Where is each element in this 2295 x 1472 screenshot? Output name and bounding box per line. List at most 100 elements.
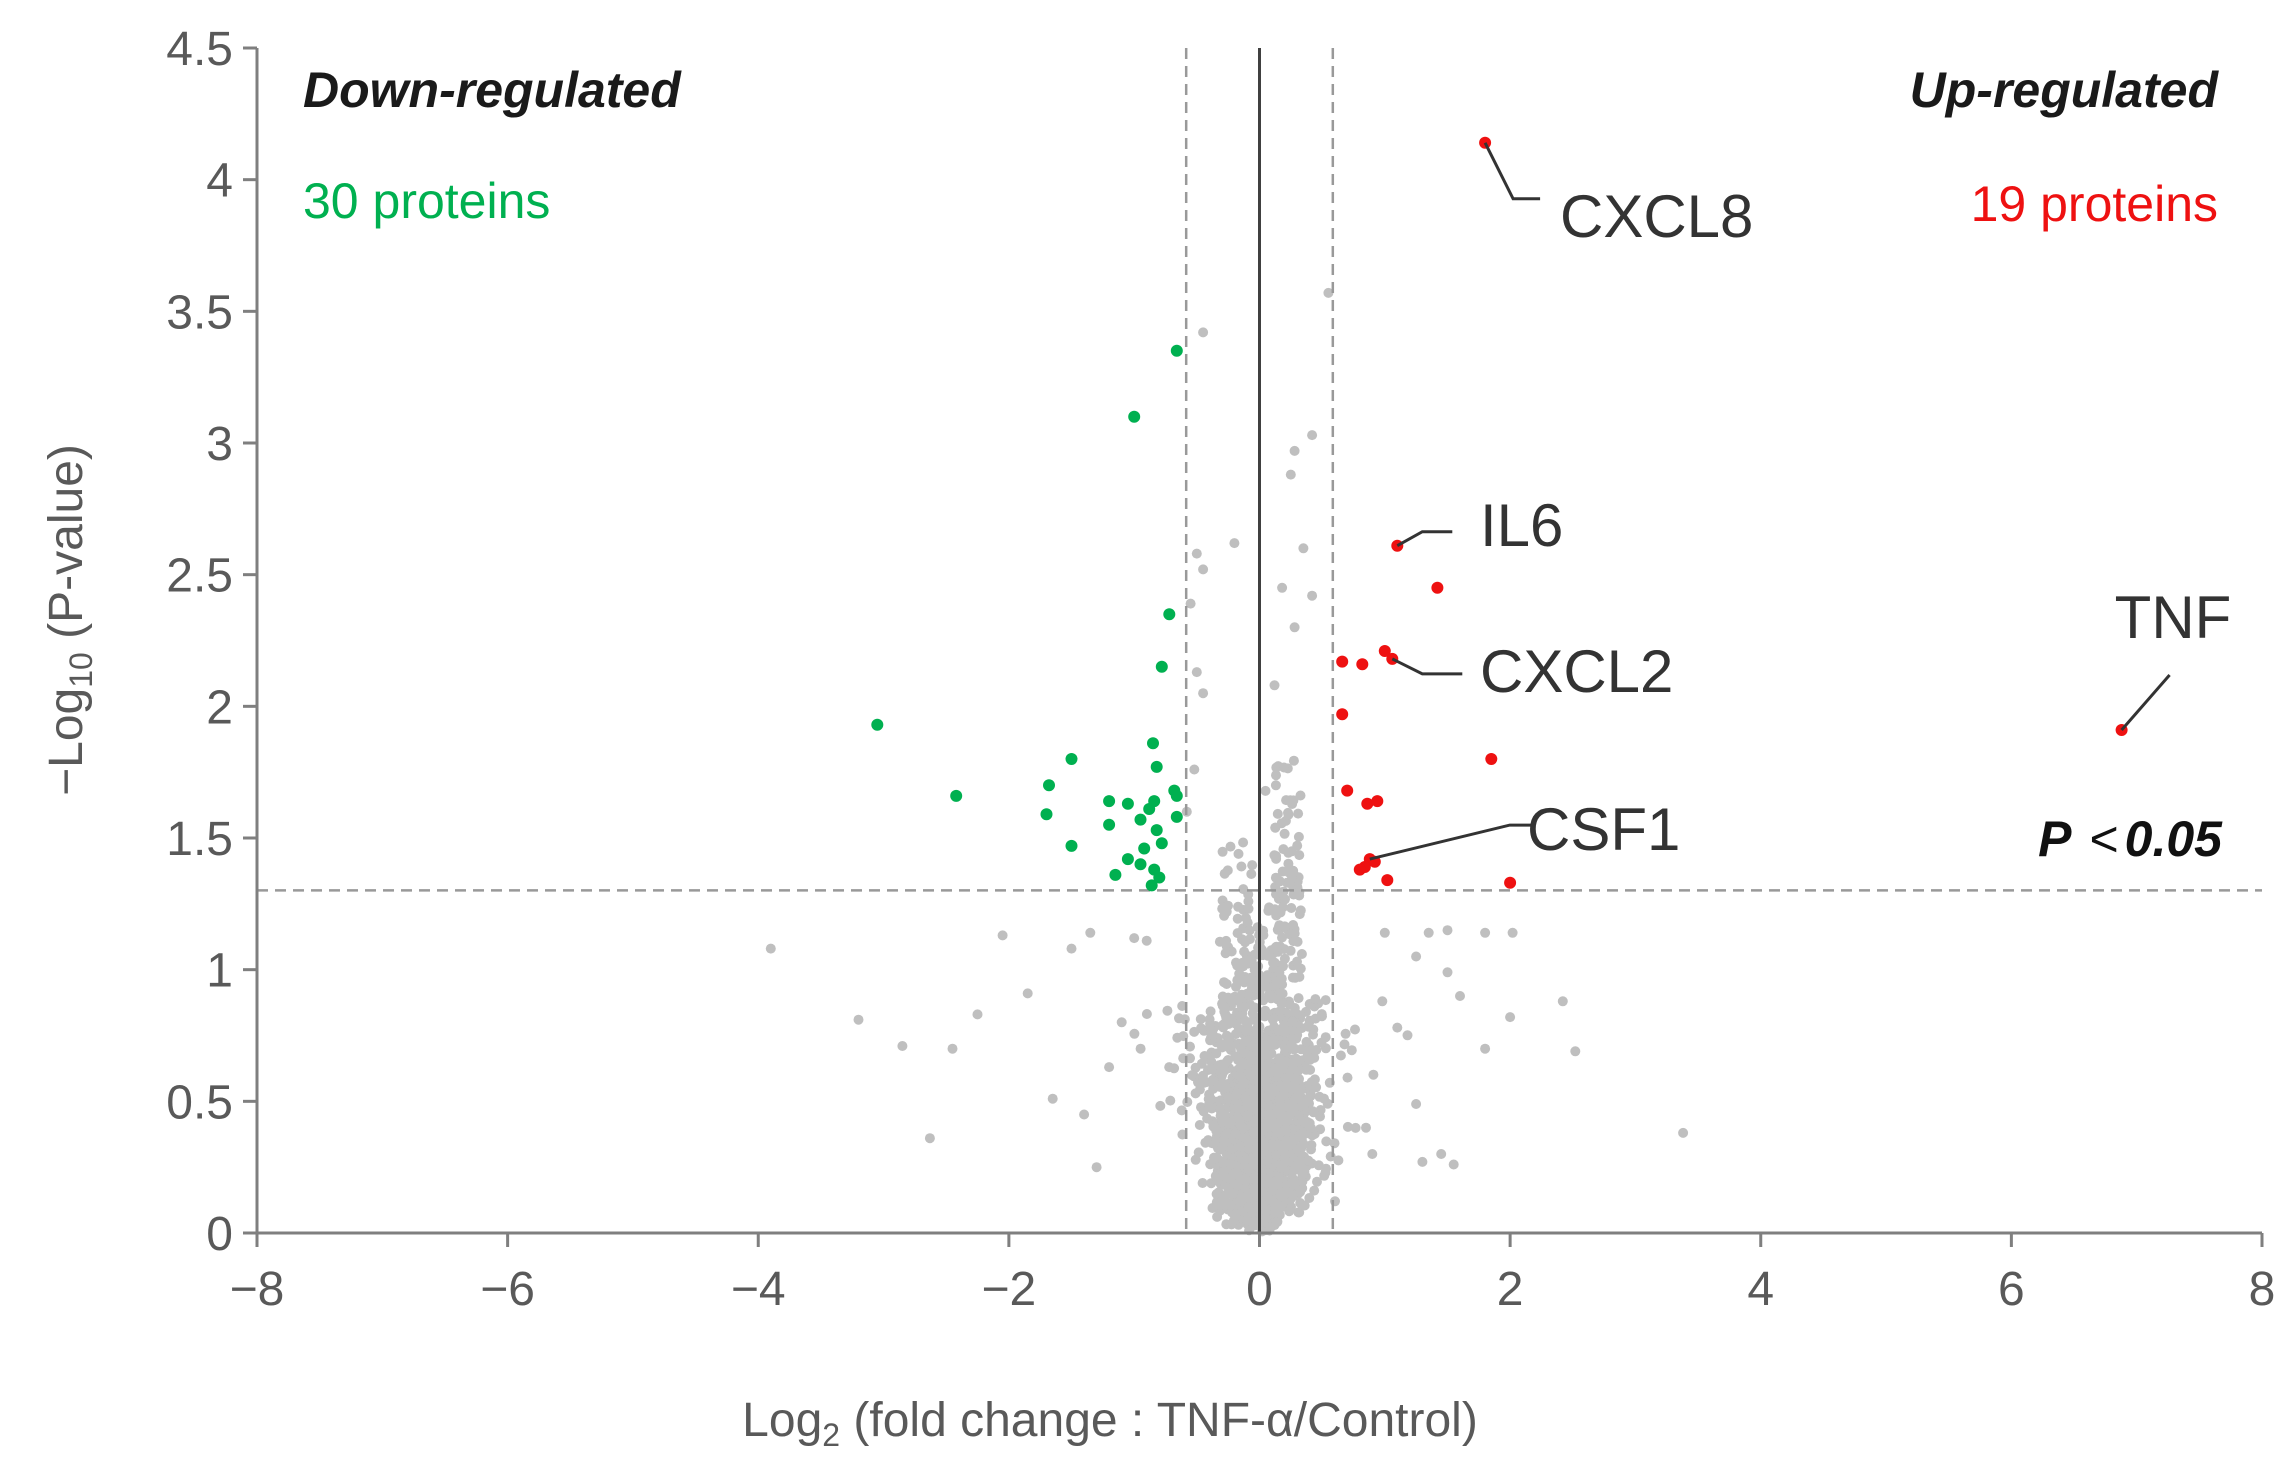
ns-point (1392, 1022, 1403, 1033)
ns-point (1320, 1167, 1331, 1178)
ns-point (1293, 1207, 1304, 1218)
ns-point (1277, 979, 1288, 990)
ns-point (1240, 1015, 1251, 1026)
down-point (1145, 879, 1158, 892)
ns-point (1271, 770, 1281, 781)
ns-point (1277, 582, 1288, 593)
ns-point (1436, 1149, 1447, 1159)
ns-point (1294, 1130, 1305, 1141)
ns-point (1104, 1062, 1115, 1073)
ns-point (1243, 1202, 1254, 1213)
y-tick-label: 2.5 (166, 550, 233, 603)
ns-point (1280, 894, 1290, 905)
ns-point (1294, 890, 1305, 901)
ns-point (1224, 1034, 1235, 1044)
ns-point (1303, 1020, 1314, 1031)
up-regulated-label: Up-regulated (1910, 62, 2220, 118)
ns-point (1270, 780, 1281, 791)
y-tick-label: 4.5 (166, 23, 233, 76)
ns-point (1246, 869, 1257, 879)
ns-point (1232, 928, 1243, 939)
down-point (1150, 824, 1163, 837)
axes: 0 0.5 1 1.5 2 2.5 3 3.5 4 4.5 −8 −6 −4 −2 0 2 4 6 8 (166, 23, 2275, 1316)
ns-point (1204, 1099, 1215, 1110)
ns-point (1262, 970, 1273, 981)
ns-point (1162, 1005, 1173, 1016)
down-point (1040, 808, 1053, 821)
ns-point (1442, 967, 1453, 978)
annotation-leader-il6 (1396, 530, 1453, 548)
ns-point (1323, 287, 1334, 298)
ns-point (1066, 943, 1077, 954)
ns-point (1174, 1013, 1184, 1024)
down-regulated-label: Down-regulated (303, 62, 682, 118)
ns-point (1287, 972, 1298, 983)
ns-point (1191, 548, 1202, 559)
annotation-leader-tnf (2120, 674, 2171, 731)
ns-point (1263, 1050, 1274, 1060)
ns-point (1191, 667, 1202, 678)
ns-point (1270, 822, 1281, 833)
ns-point (1205, 1021, 1215, 1032)
down-point (1170, 344, 1183, 357)
ns-point (1442, 925, 1453, 936)
ns-point (1221, 1189, 1232, 1200)
ns-point (1141, 1009, 1152, 1019)
ns-point (1270, 1039, 1281, 1050)
y-tick-label: 0.5 (166, 1076, 233, 1129)
ns-point (1242, 1111, 1253, 1122)
x-tick-label: 4 (1747, 1263, 1774, 1316)
up-point (1353, 863, 1366, 876)
ns-point (1307, 430, 1318, 441)
ns-point (1240, 1173, 1251, 1184)
ns-point (1190, 1088, 1201, 1099)
down-point (1109, 868, 1122, 881)
ns-point (1321, 1136, 1332, 1147)
ns-point (1290, 1093, 1301, 1104)
ns-point (1316, 1037, 1327, 1048)
ns-point (765, 943, 776, 954)
ns-point (1297, 1176, 1308, 1187)
ns-point (1411, 1099, 1422, 1109)
ns-point (1289, 622, 1300, 633)
ns-point (1232, 960, 1243, 971)
ns-point (1322, 1098, 1333, 1109)
p-threshold-label: P <0.05 (2038, 811, 2223, 867)
ns-point (1272, 808, 1283, 819)
annotation-leader-cxcl8 (1483, 142, 1541, 201)
down-point (1155, 837, 1168, 850)
ns-point (1295, 905, 1306, 916)
ns-point (1340, 1028, 1351, 1039)
ns-point (1295, 790, 1306, 801)
ns-point (1229, 1179, 1240, 1189)
ns-point (1287, 873, 1297, 884)
ns-point (1306, 1144, 1316, 1155)
ns-point (1221, 935, 1232, 946)
ns-point (1246, 1055, 1257, 1066)
ns-point (1295, 1155, 1306, 1165)
ns-point (1309, 1185, 1320, 1196)
ns-point (1193, 1147, 1204, 1158)
annotation-leader-cxcl2 (1391, 657, 1463, 676)
ns-point (1176, 1105, 1187, 1116)
ns-point (1293, 831, 1304, 842)
ns-point (1211, 1048, 1222, 1059)
ns-point (1217, 1000, 1228, 1011)
ns-point (1244, 925, 1255, 936)
ns-point (1252, 976, 1263, 986)
ns-point (1310, 1013, 1321, 1024)
ns-point (1239, 946, 1250, 957)
down-point (1128, 410, 1141, 423)
ns-point (1169, 1063, 1180, 1074)
ns-point (1305, 1122, 1316, 1133)
ns-point (1116, 1017, 1127, 1028)
ns-point (1350, 1024, 1360, 1035)
ns-point (1285, 945, 1296, 956)
ns-point (1274, 1171, 1284, 1182)
y-tick-label: 1.5 (166, 813, 233, 866)
ns-point (1293, 993, 1304, 1004)
ns-point (1286, 1107, 1297, 1118)
down-point (1121, 797, 1134, 810)
ns-point (1237, 1079, 1248, 1090)
ns-point (853, 1014, 864, 1025)
